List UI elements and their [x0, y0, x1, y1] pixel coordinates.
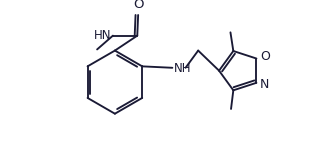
Text: N: N [260, 78, 269, 91]
Text: HN: HN [94, 29, 111, 42]
Text: O: O [133, 0, 144, 11]
Text: NH: NH [174, 62, 192, 75]
Text: O: O [260, 50, 270, 63]
